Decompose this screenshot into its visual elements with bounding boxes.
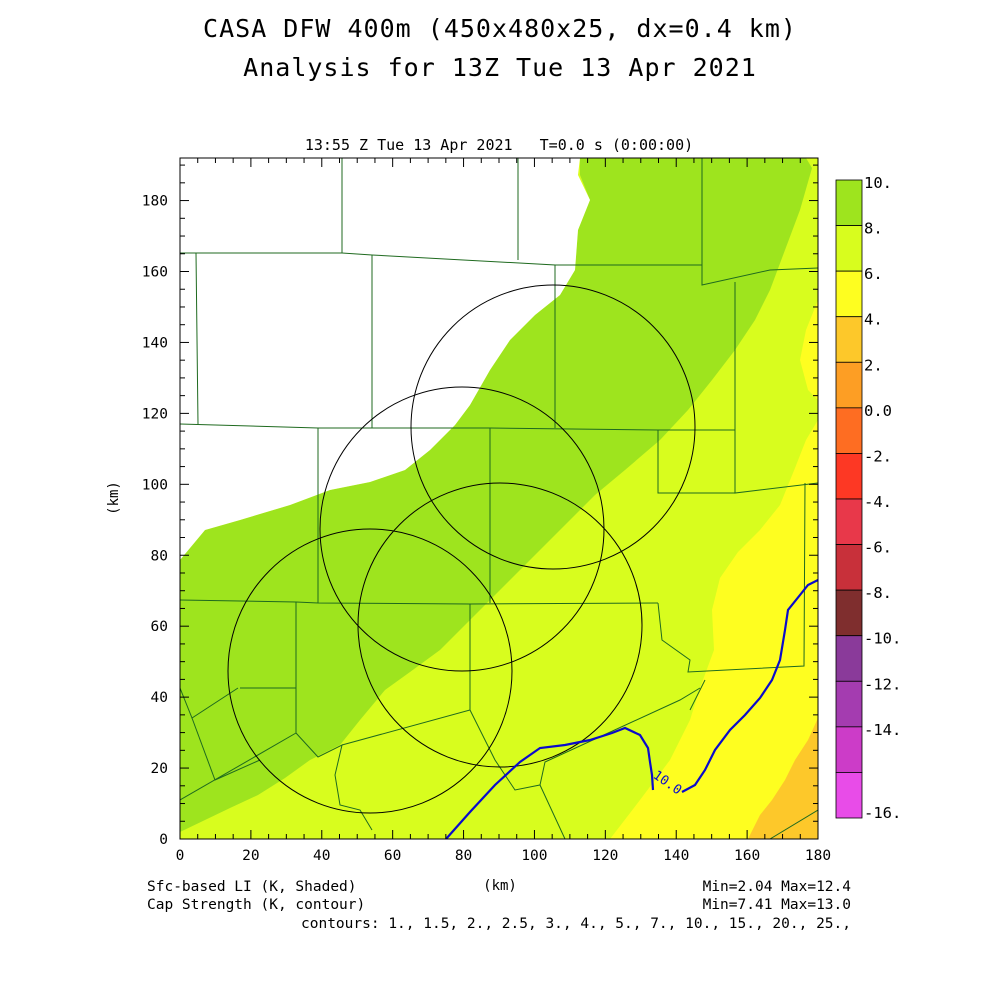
radar-ring-4 — [410, 284, 696, 570]
colorbar — [835, 179, 863, 819]
y-tick-label: 20 — [151, 761, 168, 777]
x-tick-label: 120 — [592, 848, 618, 864]
map-subtitle: Analysis for 13Z Tue 13 Apr 2021 — [243, 53, 757, 82]
colorbar-label: -6. — [864, 539, 892, 557]
cap-strength-contour-2 — [681, 579, 818, 793]
colorbar-labels: 10. 8. 6. 4. 2. 0.0 -2. -4. -6. -8. -10. -12. -14. -1… — [864, 174, 901, 822]
y-axis-label: (km) — [106, 481, 122, 515]
radar-range-rings — [227, 284, 696, 814]
y-tick-label: 40 — [151, 690, 168, 706]
shaded-field: 10.0 — [180, 158, 818, 839]
missing-data-region — [180, 158, 590, 560]
colorbar-swatch — [835, 589, 863, 637]
radar-ring-1 — [227, 528, 513, 814]
y-tick-label: 120 — [142, 406, 168, 422]
colorbar-swatch — [835, 726, 863, 773]
x-tick-label: 180 — [805, 848, 831, 864]
colorbar-swatch — [835, 316, 863, 363]
colorbar-swatch — [835, 407, 863, 454]
map-title: CASA DFW 400m (450x480x25, dx=0.4 km) — [203, 14, 797, 43]
colorbar-label: 10. — [864, 174, 892, 192]
colorbar-swatch — [835, 361, 863, 409]
colorbar-swatch — [835, 453, 863, 500]
y-tick-label: 80 — [151, 548, 168, 564]
shaded-minmax: Min=2.04 Max=12.4 — [703, 879, 852, 895]
colorbar-label: -4. — [864, 493, 892, 511]
shaded-field-label: Sfc-based LI (K, Shaded) — [147, 879, 357, 895]
colorbar-label: 8. — [864, 220, 883, 238]
x-tick-label: 80 — [455, 848, 472, 864]
y-tick-labels: 0 20 40 60 80 100 120 140 160 180 — [142, 194, 168, 848]
colorbar-swatch — [835, 270, 863, 318]
colorbar-swatch — [835, 680, 863, 728]
radar-ring-3 — [357, 482, 643, 768]
colorbar-label: -2. — [864, 447, 892, 465]
colorbar-label: -14. — [864, 721, 901, 739]
li-band-4 — [748, 718, 818, 839]
contour-levels: contours: 1., 1.5, 2., 2.5, 3., 4., 5., … — [301, 916, 851, 932]
x-axis-label: (km) — [483, 878, 517, 894]
axis-ticks — [179, 158, 819, 840]
y-tick-label: 100 — [142, 477, 168, 493]
colorbar-label: -12. — [864, 675, 901, 693]
y-tick-label: 0 — [159, 832, 168, 848]
colorbar-swatch — [835, 179, 863, 226]
colorbar-swatch — [835, 635, 863, 682]
valid-time-label: 13:55 Z Tue 13 Apr 2021 T=0.0 s (0:00:00… — [304, 136, 694, 154]
x-tick-label: 100 — [521, 848, 547, 864]
colorbar-label: 4. — [864, 311, 883, 329]
colorbar-swatch — [835, 772, 863, 819]
y-tick-label: 160 — [142, 265, 168, 281]
cap-strength-contour — [445, 726, 655, 839]
contour-minmax: Min=7.41 Max=13.0 — [703, 897, 851, 913]
x-tick-label: 60 — [384, 848, 401, 864]
x-tick-label: 160 — [734, 848, 760, 864]
colorbar-label: 0.0 — [864, 402, 892, 420]
colorbar-label: 6. — [864, 265, 883, 283]
contour-field-label: Cap Strength (K, contour) — [147, 897, 365, 913]
y-tick-label: 180 — [142, 194, 168, 210]
colorbar-label: -16. — [864, 804, 901, 822]
x-tick-label: 40 — [313, 848, 330, 864]
colorbar-swatch — [835, 498, 863, 545]
x-tick-label: 20 — [242, 848, 259, 864]
colorbar-label: -10. — [864, 630, 901, 648]
x-tick-labels: 0 20 40 60 80 100 120 140 160 180 — [176, 848, 831, 864]
y-tick-label: 140 — [142, 335, 168, 351]
colorbar-swatch — [835, 225, 863, 272]
x-tick-label: 140 — [663, 848, 689, 864]
colorbar-label: -8. — [864, 584, 892, 602]
county-boundaries — [180, 158, 818, 839]
colorbar-label: 2. — [864, 356, 883, 374]
colorbar-swatch — [835, 544, 863, 591]
li-band-6 — [610, 420, 818, 839]
x-tick-label: 0 — [176, 848, 185, 864]
y-tick-label: 60 — [151, 619, 168, 635]
